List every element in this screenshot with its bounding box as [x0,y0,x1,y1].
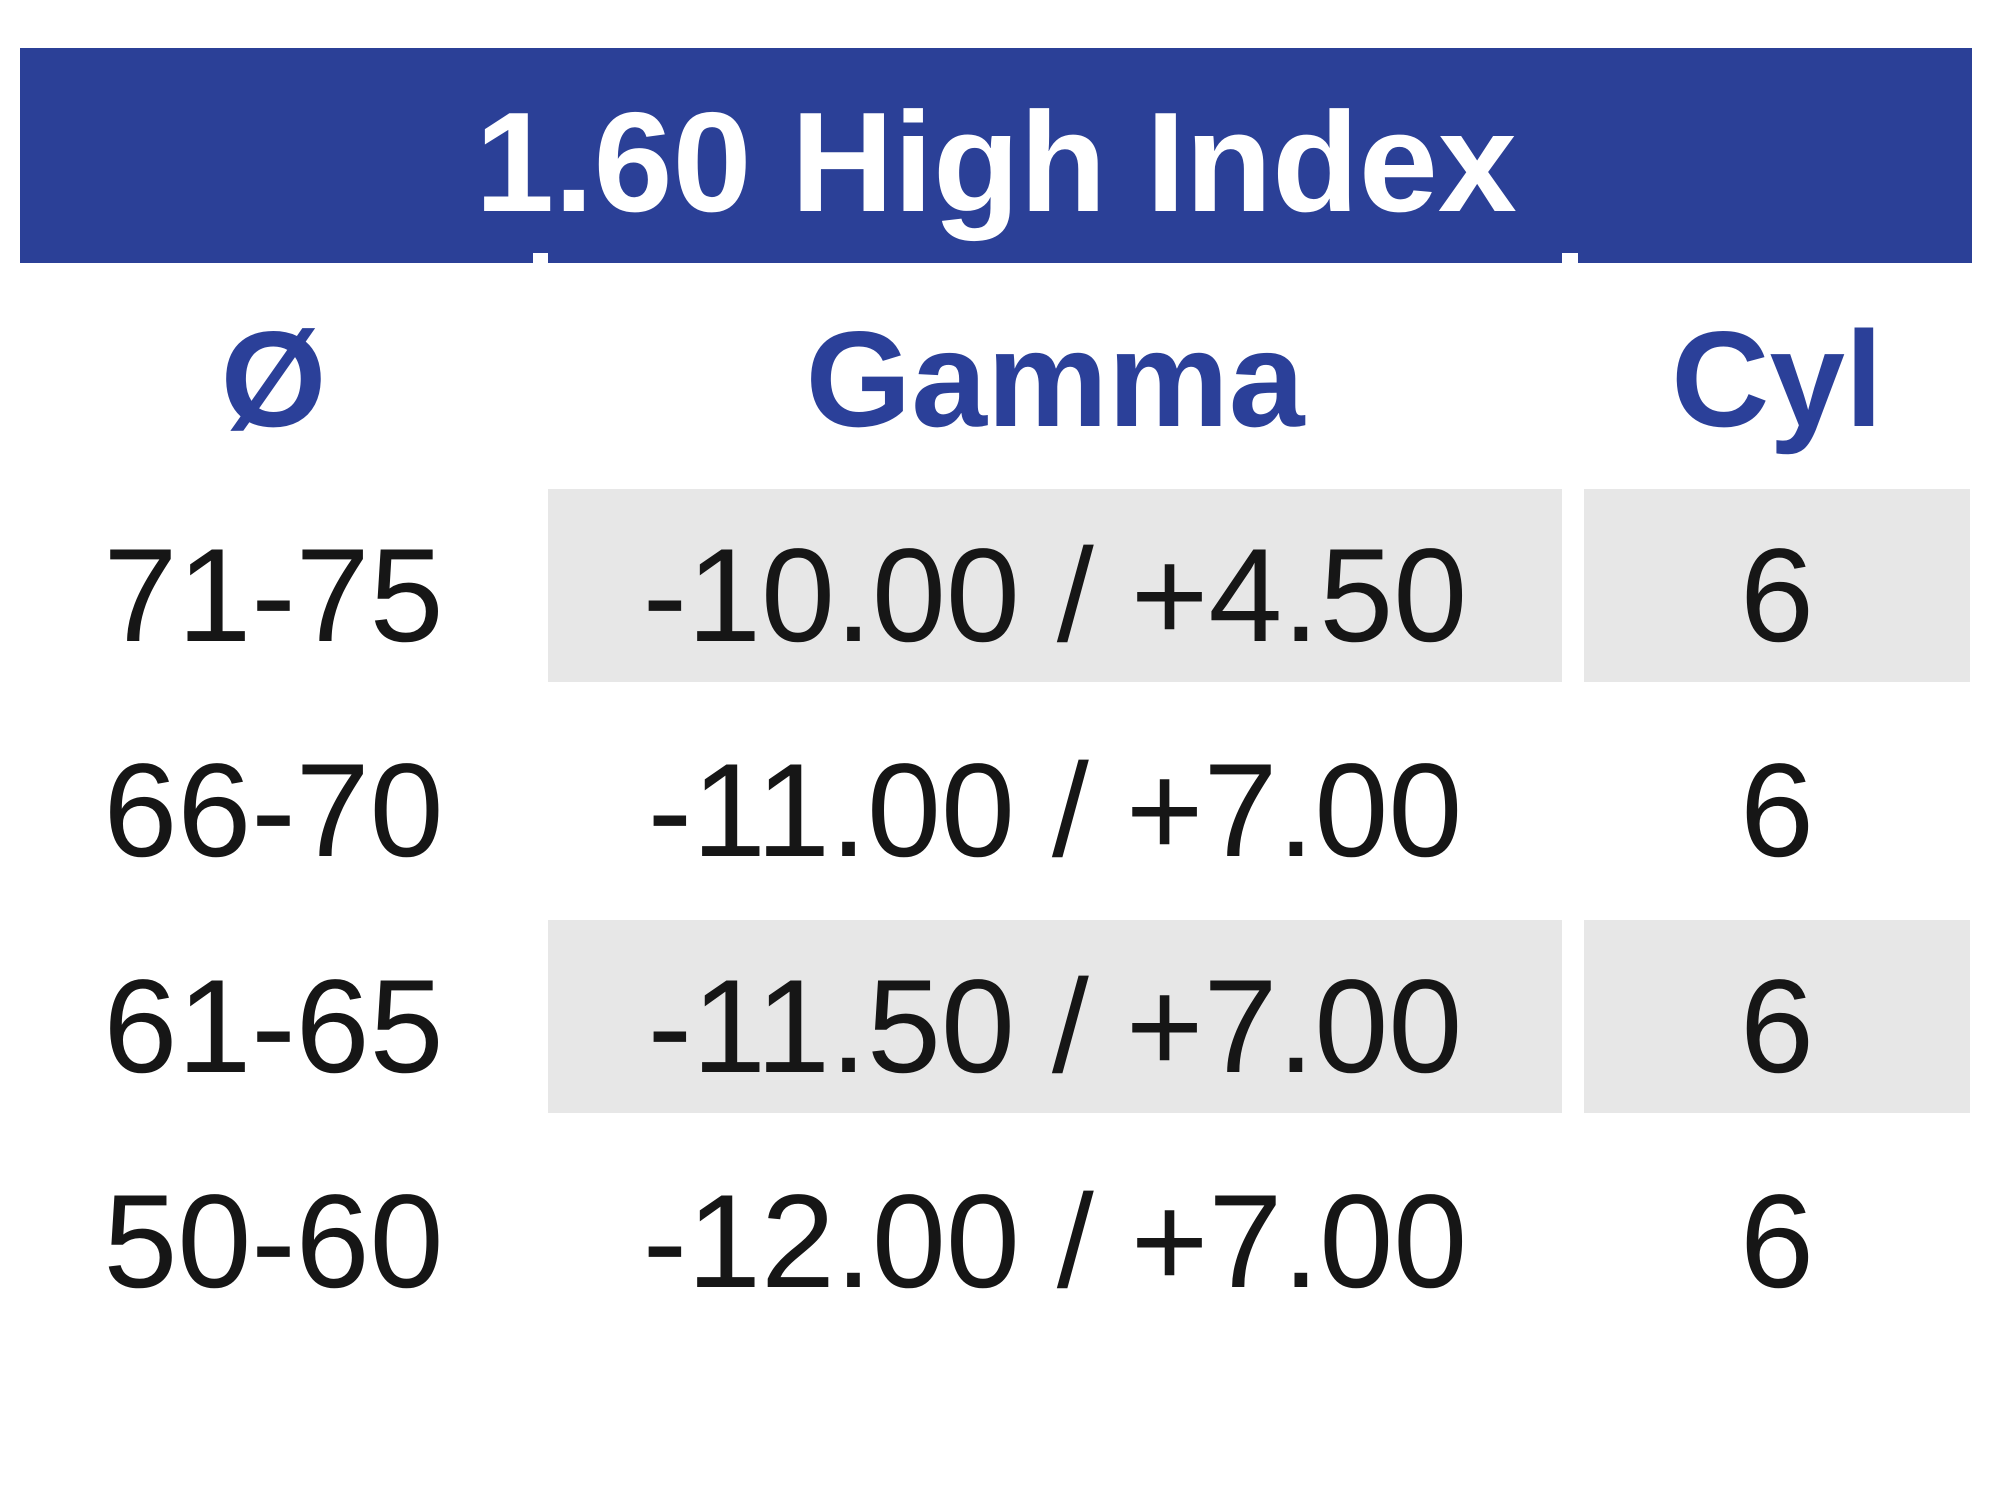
table-cell-gamma: -12.00 / +7.00 [642,1167,1468,1316]
table-title: 1.60 High Index [475,82,1517,242]
column-gap-notch-left [533,253,548,264]
table-cell-gamma: -11.50 / +7.00 [548,920,1562,1113]
column-header-cyl: Cyl [1671,303,1883,455]
table-cell-cyl: 6 [1584,920,1970,1113]
table-cell-diameter: 66-70 [103,736,444,885]
table-cell-gamma: -10.00 / +4.50 [548,489,1562,682]
column-header-diameter: Ø [220,303,327,455]
table-cell-diameter: 71-75 [103,521,444,670]
table-cell-cyl: 6 [1584,489,1970,682]
column-header-gamma: Gamma [805,303,1305,455]
table-title-banner: 1.60 High Index [20,48,1972,263]
table-cell-cyl: 6 [1740,1167,1814,1316]
table-cell-diameter: 50-60 [103,1167,444,1316]
table-cell-diameter: 61-65 [103,952,444,1101]
table-cell-gamma: -11.00 / +7.00 [647,736,1463,885]
column-gap-notch-right [1562,253,1578,264]
table-cell-cyl: 6 [1740,736,1814,885]
